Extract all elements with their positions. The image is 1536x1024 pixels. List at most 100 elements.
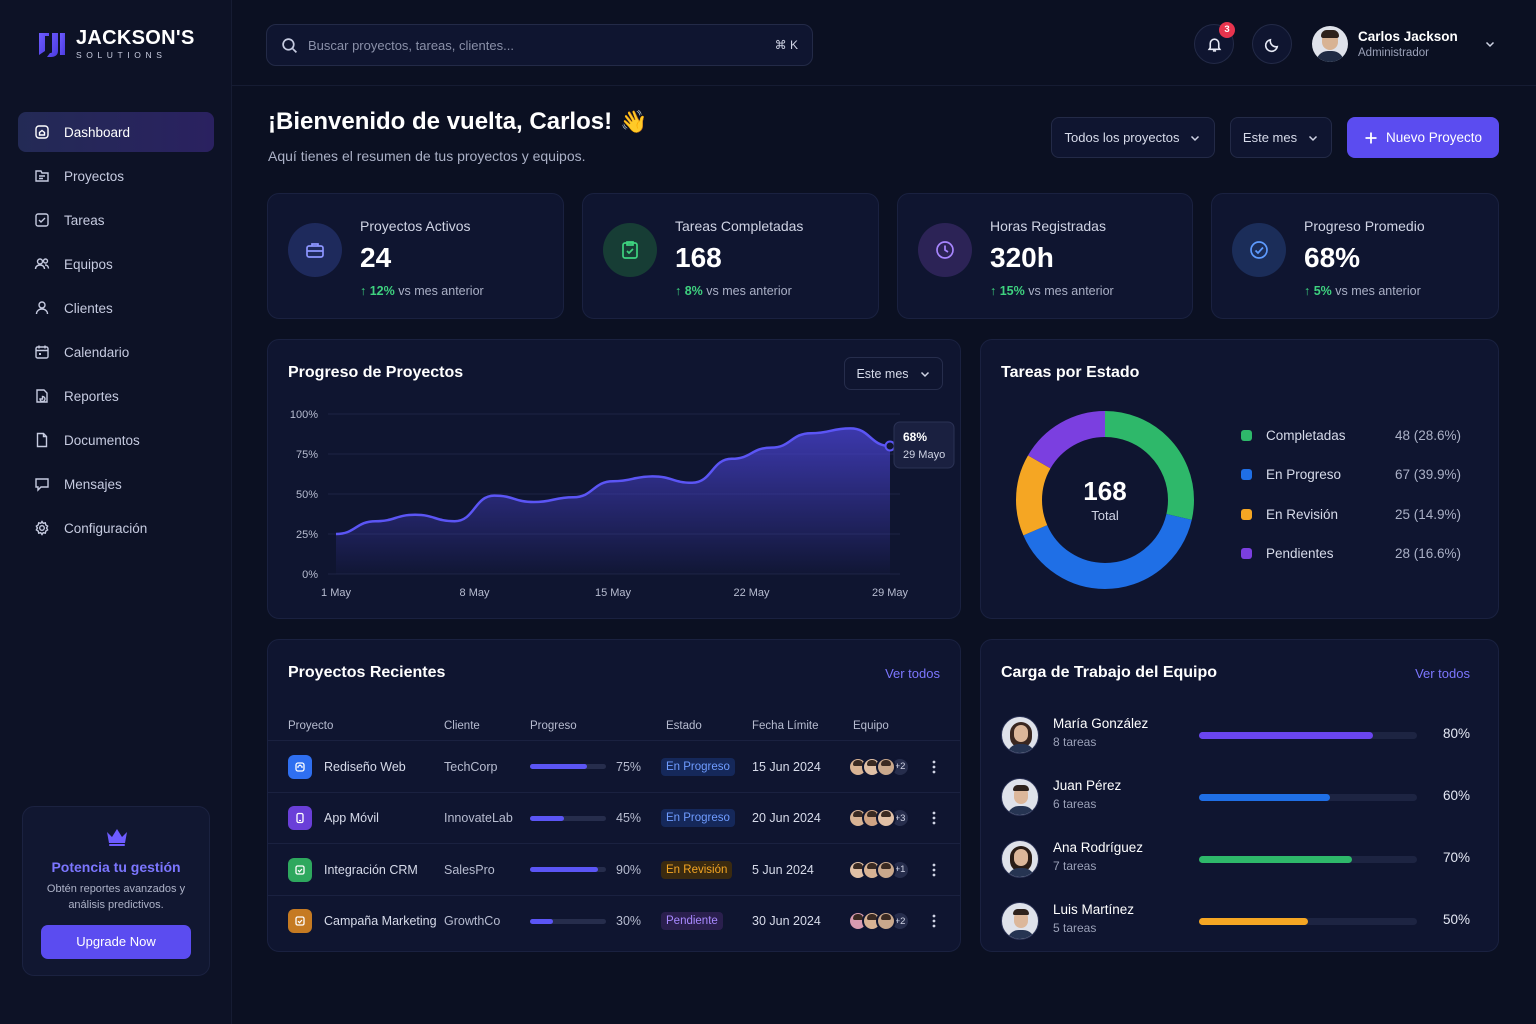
stat-value: 320h bbox=[990, 242, 1054, 273]
sidebar-item-tareas[interactable]: Tareas bbox=[18, 200, 214, 240]
legend-item-en-progreso: En Progreso 67 (39.9%) bbox=[1241, 464, 1461, 484]
donut-total-label: Total bbox=[1091, 508, 1119, 523]
team-avatars[interactable]: +1 bbox=[848, 859, 910, 880]
member-task-count: 6 tareas bbox=[1053, 797, 1097, 811]
legend-label: Pendientes bbox=[1266, 545, 1334, 561]
stat-card-proyectos: Proyectos Activos 24 ↑ 12% vs mes anteri… bbox=[267, 193, 564, 319]
upgrade-button[interactable]: Upgrade Now bbox=[41, 925, 191, 959]
project-icon-bg bbox=[288, 754, 312, 779]
project-name[interactable]: Campaña Marketing bbox=[324, 914, 437, 928]
workload-member[interactable]: Ana Rodríguez 7 tareas 70% bbox=[1001, 838, 1470, 884]
recent-projects-view-all-link[interactable]: Ver todos bbox=[885, 666, 940, 681]
table-row[interactable]: Campaña Marketing GrowthCo 30% Pendiente… bbox=[268, 894, 960, 947]
status-cell: En Revisión bbox=[661, 844, 733, 895]
column-header-estado[interactable]: Estado bbox=[666, 720, 702, 732]
column-header-progreso[interactable]: Progreso bbox=[530, 720, 577, 732]
x-tick-label: 1 May bbox=[321, 587, 351, 599]
column-header-cliente[interactable]: Cliente bbox=[444, 720, 480, 732]
team-avatars[interactable]: +3 bbox=[848, 808, 910, 828]
progress-value: 45% bbox=[616, 811, 642, 825]
due-date-cell: 20 Jun 2024 bbox=[752, 811, 821, 825]
project-name[interactable]: Integración CRM bbox=[324, 862, 418, 877]
column-header-fecha[interactable]: Fecha Límite bbox=[752, 720, 819, 732]
donut-slice-en-progreso[interactable] bbox=[1016, 411, 1194, 589]
donut-card-title: Tareas por Estado bbox=[1001, 364, 1140, 381]
sidebar-item-configuracion[interactable]: Configuración bbox=[18, 508, 214, 548]
sidebar-item-label: Tareas bbox=[64, 212, 105, 228]
sidebar-item-calendario[interactable]: Calendario bbox=[18, 332, 214, 372]
theme-toggle-button[interactable] bbox=[1252, 24, 1292, 64]
calendar-icon bbox=[35, 345, 49, 359]
workload-bar-fill bbox=[1199, 794, 1330, 801]
clock-icon bbox=[936, 241, 954, 259]
tooltip-box bbox=[893, 421, 955, 469]
sidebar-item-documentos[interactable]: Documentos bbox=[18, 420, 214, 460]
stat-icon-bg bbox=[288, 223, 342, 277]
tooltip-value: 68% bbox=[903, 430, 927, 444]
projects-filter-label: Todos los proyectos bbox=[1064, 130, 1180, 145]
column-header-equipo[interactable]: Equipo bbox=[853, 720, 889, 732]
table-row[interactable]: Rediseño Web TechCorp 75% En Progreso 15… bbox=[268, 740, 960, 791]
y-tick-label: 100% bbox=[290, 409, 318, 421]
kebab-menu-icon bbox=[932, 760, 936, 773]
period-filter-dropdown[interactable]: Este mes bbox=[1230, 117, 1332, 158]
project-name[interactable]: App Móvil bbox=[324, 811, 379, 825]
project-icon-bg bbox=[288, 857, 312, 882]
kebab-menu-icon bbox=[932, 811, 936, 825]
progress-area-chart: 100% 75% 50% 25% 0% 1 May 8 May 15 May 22 May 29… bbox=[290, 409, 955, 599]
team-avatar bbox=[876, 911, 896, 931]
table-row[interactable]: Integración CRM SalesPro 90% En Revisión… bbox=[268, 843, 960, 894]
sidebar-item-clientes[interactable]: Clientes bbox=[18, 288, 214, 328]
workload-percent: 50% bbox=[1442, 912, 1470, 927]
sidebar-item-mensajes[interactable]: Mensajes bbox=[18, 464, 214, 504]
team-avatars[interactable]: +2 bbox=[848, 756, 910, 777]
brand-logo[interactable]: JACKSON'S SOLUTIONS bbox=[36, 28, 195, 60]
workload-member[interactable]: Luis Martínez 5 tareas 50% bbox=[1001, 900, 1470, 946]
projects-filter-dropdown[interactable]: Todos los proyectos bbox=[1051, 117, 1215, 158]
workload-member[interactable]: Juan Pérez 6 tareas 60% bbox=[1001, 776, 1470, 822]
sidebar-item-equipos[interactable]: Equipos bbox=[18, 244, 214, 284]
member-avatar bbox=[1001, 716, 1039, 754]
status-badge: En Progreso bbox=[661, 809, 735, 827]
row-actions[interactable] bbox=[932, 793, 936, 844]
column-header-proyecto[interactable]: Proyecto bbox=[288, 720, 334, 732]
workload-member[interactable]: María González 8 tareas 80% bbox=[1001, 714, 1470, 760]
website-icon bbox=[295, 761, 305, 772]
donut-slice-pendientes[interactable] bbox=[1016, 411, 1194, 589]
status-badge: Pendiente bbox=[661, 912, 723, 930]
message-icon bbox=[35, 478, 49, 492]
legend-label: Completadas bbox=[1266, 427, 1346, 443]
sidebar-item-proyectos[interactable]: Proyectos bbox=[18, 156, 214, 196]
row-actions[interactable] bbox=[932, 896, 936, 947]
team-avatars[interactable]: +2 bbox=[848, 911, 910, 931]
team-cell: +1 bbox=[848, 844, 910, 895]
team-cell: +2 bbox=[848, 896, 910, 947]
user-menu[interactable]: Carlos Jackson Administrador bbox=[1312, 26, 1496, 62]
member-avatar bbox=[1001, 778, 1039, 816]
donut-slice-en-revision[interactable] bbox=[1016, 411, 1194, 589]
new-project-button[interactable]: Nuevo Proyecto bbox=[1347, 117, 1499, 158]
search-bar[interactable]: ⌘ K bbox=[266, 24, 813, 66]
active-point-marker[interactable] bbox=[884, 440, 896, 452]
chart-period-dropdown[interactable]: Este mes bbox=[844, 357, 943, 390]
workload-view-all-link[interactable]: Ver todos bbox=[1415, 666, 1470, 681]
progress-cell: 30% bbox=[530, 896, 641, 947]
row-actions[interactable] bbox=[932, 741, 936, 792]
search-input[interactable] bbox=[308, 37, 775, 53]
legend-label: En Revisión bbox=[1266, 506, 1339, 522]
user-role: Administrador bbox=[1358, 47, 1429, 59]
table-row[interactable]: App Móvil InnovateLab 45% En Progreso 20… bbox=[268, 791, 960, 844]
progress-bar bbox=[530, 867, 606, 872]
row-actions[interactable] bbox=[932, 844, 936, 895]
period-filter-label: Este mes bbox=[1242, 130, 1298, 145]
stat-delta-text: vs mes anterior bbox=[1335, 284, 1421, 298]
sidebar-item-reportes[interactable]: Reportes bbox=[18, 376, 214, 416]
stat-delta-text: vs mes anterior bbox=[398, 284, 484, 298]
notifications-button[interactable]: 3 bbox=[1194, 22, 1235, 64]
legend-dot bbox=[1241, 429, 1252, 441]
users-icon bbox=[34, 258, 50, 270]
sidebar-item-dashboard[interactable]: Dashboard bbox=[18, 112, 214, 152]
y-tick-label: 0% bbox=[302, 569, 318, 581]
project-name[interactable]: Rediseño Web bbox=[324, 759, 406, 774]
topbar: ⌘ K 3 Carlos Jackson Administrador bbox=[232, 0, 1536, 86]
